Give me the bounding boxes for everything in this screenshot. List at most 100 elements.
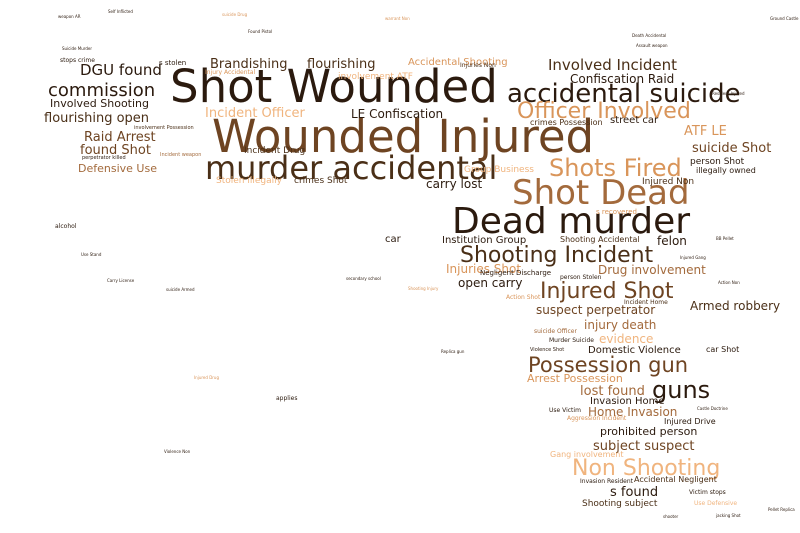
word-cloud-word: Action Non xyxy=(718,280,740,285)
word-cloud-word: Non Shooting xyxy=(572,456,721,481)
word-cloud-word: Armed robbery xyxy=(690,299,781,313)
word-cloud-word: Injured Drug xyxy=(194,375,219,380)
word-cloud-word: Injured Shot xyxy=(540,279,674,304)
word-cloud-word: shooter xyxy=(663,514,679,519)
word-cloud-word: suicide Drug xyxy=(222,12,248,17)
word-cloud-word: Wounded Injured xyxy=(212,110,595,163)
word-cloud-word: suicide Shot xyxy=(692,141,772,156)
word-cloud-word: Injuries Non xyxy=(460,62,496,69)
word-cloud-word: s found xyxy=(610,485,659,500)
word-cloud-word: Assault weapon xyxy=(636,43,668,48)
word-cloud-word: Self Inflicted xyxy=(108,9,133,14)
word-cloud-word: open carry xyxy=(458,276,523,290)
word-cloud-word: s recovered xyxy=(596,208,637,216)
word-cloud-word: crimes Shot xyxy=(294,176,348,186)
word-cloud-word: suicide Officer xyxy=(534,328,577,335)
word-cloud-word: Invasion Home xyxy=(590,396,665,407)
word-cloud-word: Incident weapon xyxy=(160,152,202,158)
word-cloud-word: Action Shot xyxy=(506,294,541,301)
word-cloud-word: Aggression Incident xyxy=(567,415,627,422)
word-cloud-word: Shooting subject xyxy=(582,499,658,509)
word-cloud-word: weapon AR xyxy=(58,14,81,19)
word-cloud-word: Accidental Shooting xyxy=(408,57,508,68)
word-cloud-word: Stolen illegally xyxy=(216,176,282,186)
word-cloud-word: car xyxy=(385,234,401,245)
word-cloud-word: DGU found xyxy=(80,61,162,79)
word-cloud-word: Use Stand xyxy=(81,252,102,257)
word-cloud-word: Use Defensive xyxy=(694,500,738,507)
word-cloud-word: Shooting Incident xyxy=(460,243,654,268)
word-cloud-word: lost found xyxy=(580,384,645,399)
word-cloud-word: suicide Armed xyxy=(166,287,195,292)
word-cloud-word: person Shot xyxy=(690,157,745,167)
word-cloud-word: Castle Doctrine xyxy=(697,406,728,411)
word-cloud-word: Officer Involved xyxy=(517,99,691,124)
word-cloud-word: flourishing xyxy=(307,57,376,72)
word-cloud-word: applies xyxy=(276,395,298,402)
word-cloud-word: street car xyxy=(610,115,659,126)
word-cloud-word: involvement Possession xyxy=(134,125,194,131)
word-cloud-word: crimes Possession xyxy=(530,118,603,127)
word-cloud-word: Invasion Resident xyxy=(580,478,634,485)
word-cloud-word: subject suspect xyxy=(593,439,695,454)
word-cloud-word: Drug involvement xyxy=(598,263,706,277)
word-cloud-word: Carry License xyxy=(107,278,135,283)
word-cloud-word: Negligent Discharge xyxy=(480,269,552,277)
word-cloud-word: Possession gun xyxy=(528,353,689,377)
word-cloud-word: Suicide Murder xyxy=(62,46,92,51)
word-cloud-word: Arrest Possession xyxy=(527,372,623,385)
word-cloud-word: Involved Shooting xyxy=(50,97,150,110)
word-cloud-word: Violence Non xyxy=(164,449,191,454)
word-cloud-word: Raid Arrest xyxy=(84,130,156,145)
word-cloud-word: Domestic Violence xyxy=(588,345,681,356)
word-cloud-word: flourishing open xyxy=(44,111,150,126)
word-cloud-word: Injured Drive xyxy=(664,417,716,426)
word-cloud-word: Injuries Shot xyxy=(446,262,522,276)
word-cloud-word: Incident Home xyxy=(624,299,668,306)
word-cloud-word: prohibited person xyxy=(600,425,698,438)
word-cloud-word: guns xyxy=(652,376,711,404)
word-cloud-word: Shooting Injury xyxy=(408,286,439,291)
word-cloud-word: stops crime xyxy=(60,57,95,64)
word-cloud-word: Shots Fired xyxy=(549,154,682,182)
word-cloud-word: BB Pellet xyxy=(716,236,734,241)
word-cloud-word: felon xyxy=(657,234,687,248)
word-cloud-word: LE Confiscation xyxy=(351,107,444,121)
word-cloud-word: ATF LE xyxy=(684,124,727,139)
word-cloud-word: Replica gun xyxy=(441,349,465,354)
word-cloud-word: Shot Wounded xyxy=(170,60,498,113)
word-cloud-word: Injured Gang xyxy=(680,255,706,260)
word-cloud-word: murder accidental xyxy=(205,149,498,187)
word-cloud-word: Murder Suicide xyxy=(549,337,594,344)
word-cloud-word: Found Pistol xyxy=(248,29,273,34)
word-cloud-word: Use Victim xyxy=(549,407,581,414)
word-cloud-word: Pellet Replica xyxy=(768,507,795,512)
word-cloud-word: Resident Injured xyxy=(712,91,745,96)
word-cloud-word: commission xyxy=(48,80,156,101)
word-cloud-word: alcohol xyxy=(55,223,77,230)
word-cloud-word: car Shot xyxy=(706,345,740,354)
word-cloud-word: s stolen xyxy=(159,59,187,67)
word-cloud-word: accidental suicide xyxy=(507,79,741,109)
word-cloud-word: Defensive Use xyxy=(78,162,157,175)
word-cloud-word: perpetrator killed xyxy=(82,155,126,161)
word-cloud-word: Ground Castle xyxy=(770,16,799,21)
word-cloud-word: injury death xyxy=(584,318,657,332)
word-cloud-word: Institution Group xyxy=(442,235,527,246)
word-cloud-word: jacking Shot xyxy=(716,513,741,518)
word-cloud-word: Accidental Negligent xyxy=(634,475,717,484)
word-cloud-word: Involved Incident xyxy=(548,56,678,74)
word-cloud-word: Incident Officer xyxy=(205,106,305,121)
word-cloud-word: Gang involvement xyxy=(550,450,624,459)
word-cloud-word: carry lost xyxy=(426,177,483,191)
word-cloud-word: Brandishing xyxy=(210,57,288,72)
word-cloud-word: illegally owned xyxy=(696,166,756,175)
word-cloud-word: Group Business xyxy=(464,165,534,175)
word-cloud-word: Victim stops xyxy=(689,489,726,496)
word-cloud-word: Death Accidental xyxy=(632,33,667,38)
word-cloud-word: suspect perpetrator xyxy=(536,303,656,317)
word-cloud-word: secondary school xyxy=(346,276,381,281)
word-cloud-word: Dead murder xyxy=(452,201,691,242)
word-cloud-word: Violence Shot xyxy=(530,347,565,353)
